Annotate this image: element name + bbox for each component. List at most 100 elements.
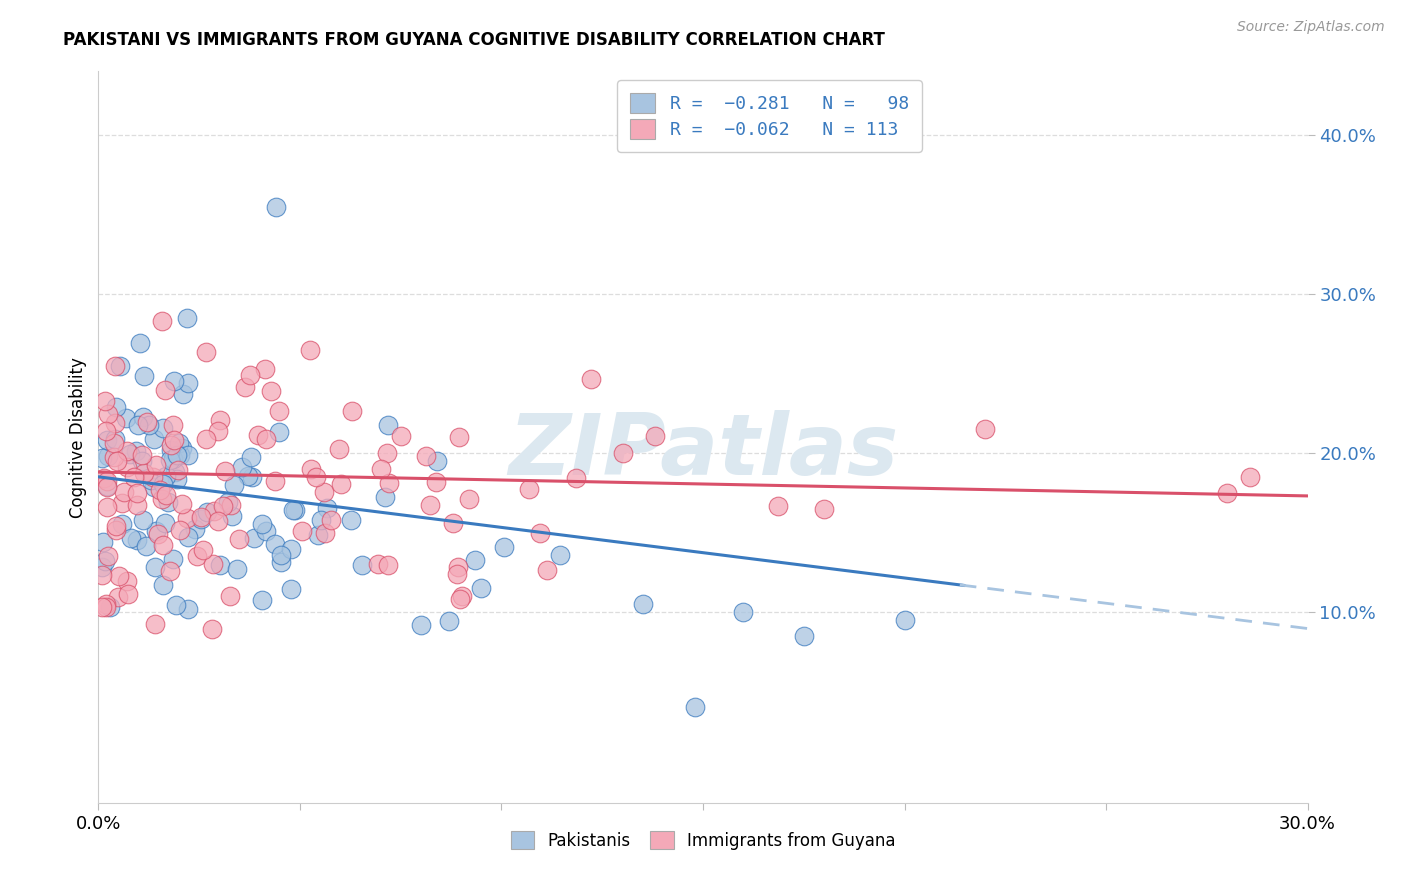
Point xyxy=(132,513,155,527)
Point xyxy=(105,518,128,533)
Point xyxy=(162,375,184,389)
Point xyxy=(96,500,118,514)
Point xyxy=(195,505,218,519)
Point xyxy=(104,417,127,431)
Point xyxy=(228,532,250,546)
Point xyxy=(221,498,243,512)
Point xyxy=(135,539,157,553)
Point xyxy=(127,533,149,547)
Point xyxy=(120,447,142,461)
Point xyxy=(194,432,217,446)
Point xyxy=(299,462,322,476)
Point xyxy=(177,448,200,462)
Point xyxy=(612,446,634,460)
Point xyxy=(314,526,336,541)
Point xyxy=(152,577,174,591)
Point xyxy=(145,524,167,539)
Point xyxy=(207,514,229,528)
Point xyxy=(247,428,270,442)
Point xyxy=(374,491,396,505)
Point xyxy=(105,400,128,414)
Point xyxy=(1216,485,1239,500)
Point xyxy=(253,361,276,376)
Point xyxy=(176,511,198,525)
Point xyxy=(91,560,114,574)
Point xyxy=(212,499,235,513)
Point xyxy=(115,443,138,458)
Point xyxy=(177,376,200,390)
Point xyxy=(450,591,472,606)
Point xyxy=(122,469,145,483)
Point xyxy=(733,605,755,619)
Point xyxy=(142,480,165,494)
Point xyxy=(94,554,117,568)
Point xyxy=(377,558,399,573)
Point xyxy=(163,434,186,448)
Point xyxy=(236,468,259,483)
Point xyxy=(209,413,232,427)
Point xyxy=(446,566,468,581)
Point xyxy=(207,424,229,438)
Point xyxy=(201,557,224,571)
Point xyxy=(893,613,915,627)
Point xyxy=(131,453,153,467)
Point xyxy=(97,407,120,421)
Point xyxy=(104,359,127,373)
Point xyxy=(254,524,277,538)
Point xyxy=(104,432,127,446)
Point xyxy=(280,541,302,556)
Point xyxy=(315,500,337,515)
Point xyxy=(162,551,184,566)
Point xyxy=(548,549,571,563)
Point xyxy=(145,617,167,632)
Point xyxy=(299,343,322,357)
Point xyxy=(91,599,114,614)
Point xyxy=(204,504,226,518)
Point xyxy=(127,418,149,433)
Point xyxy=(339,513,361,527)
Point xyxy=(93,535,115,549)
Point xyxy=(263,474,285,488)
Point xyxy=(447,430,470,444)
Point xyxy=(377,418,399,433)
Point xyxy=(217,495,239,509)
Point xyxy=(97,450,120,464)
Point xyxy=(264,537,287,551)
Point xyxy=(224,478,246,492)
Point xyxy=(132,466,155,480)
Point xyxy=(425,475,447,490)
Point xyxy=(190,511,212,525)
Point xyxy=(148,527,170,541)
Point xyxy=(169,523,191,537)
Point xyxy=(94,394,117,409)
Point xyxy=(330,477,353,491)
Point xyxy=(177,531,200,545)
Point xyxy=(96,479,118,493)
Point xyxy=(492,541,515,555)
Text: ZIPatlas: ZIPatlas xyxy=(508,410,898,493)
Point xyxy=(155,469,177,483)
Y-axis label: Cognitive Disability: Cognitive Disability xyxy=(69,357,87,517)
Point xyxy=(291,524,314,538)
Point xyxy=(226,562,249,576)
Point xyxy=(159,564,181,578)
Text: Source: ZipAtlas.com: Source: ZipAtlas.com xyxy=(1237,20,1385,34)
Point xyxy=(328,442,350,456)
Point xyxy=(194,345,217,359)
Point xyxy=(127,498,149,512)
Point xyxy=(153,383,176,397)
Point xyxy=(439,614,461,628)
Point xyxy=(132,368,155,383)
Point xyxy=(157,495,180,509)
Point xyxy=(105,523,128,537)
Point xyxy=(172,442,194,456)
Point xyxy=(172,497,194,511)
Point xyxy=(231,460,253,475)
Legend: Pakistanis, Immigrants from Guyana: Pakistanis, Immigrants from Guyana xyxy=(503,824,903,856)
Point xyxy=(143,559,166,574)
Point xyxy=(166,448,188,462)
Point xyxy=(163,465,186,479)
Point xyxy=(153,516,176,530)
Point xyxy=(309,513,332,527)
Point xyxy=(152,421,174,435)
